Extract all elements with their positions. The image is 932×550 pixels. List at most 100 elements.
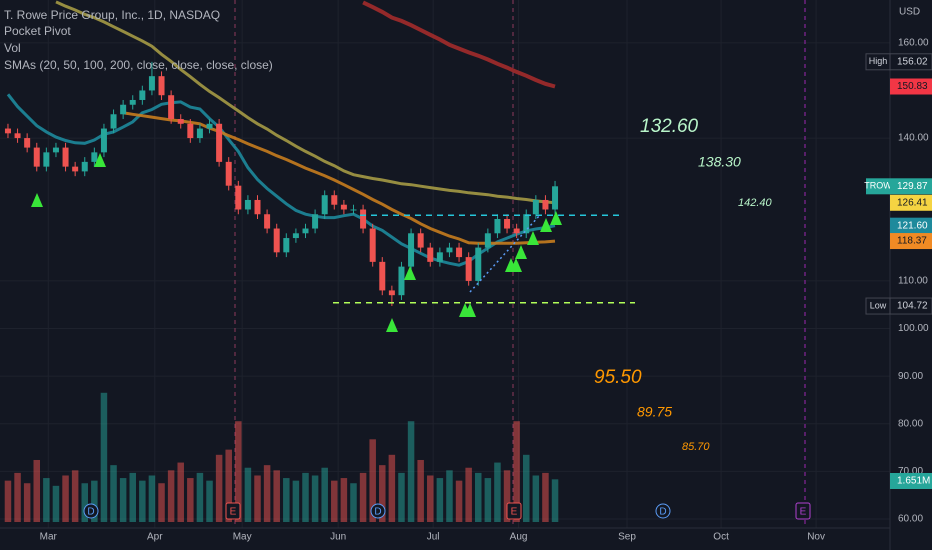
volume-bar <box>215 454 223 522</box>
x-tick-label: Apr <box>147 532 163 543</box>
volume-bar <box>542 472 549 522</box>
badge-bg <box>889 53 932 71</box>
candle-body <box>120 104 127 115</box>
badge-bg <box>890 233 932 250</box>
candle-body <box>273 228 280 253</box>
x-tick-label: Jul <box>427 532 440 543</box>
candle-body <box>360 209 367 229</box>
volume-bar <box>139 480 146 522</box>
candle-body <box>139 90 146 100</box>
price-badge: 150.83 <box>890 78 932 95</box>
volume-bar <box>177 462 184 522</box>
x-tick-label: Aug <box>510 532 528 543</box>
price-target: 85.70 <box>682 441 710 453</box>
y-tick-label: 140.00 <box>898 133 929 144</box>
price-target: 138.30 <box>698 154 741 170</box>
volume-bar <box>302 472 309 522</box>
event-icon: E <box>225 502 241 520</box>
volume-bar <box>503 470 511 522</box>
sma-line <box>6 93 556 267</box>
candle-body <box>379 261 386 291</box>
candle-body <box>292 233 299 239</box>
volume-bar <box>62 475 69 522</box>
candle-layer <box>4 61 559 307</box>
price-badge: TROW 129.87 <box>864 178 932 195</box>
badge-bg <box>890 217 932 234</box>
price-target: 95.50 <box>594 367 642 388</box>
candle-body <box>465 257 472 281</box>
price-target: 142.40 <box>738 197 773 209</box>
volume-bar <box>100 392 108 522</box>
volume-bar <box>196 472 204 522</box>
legend-line: Pocket Pivot <box>4 24 71 38</box>
badge-tag: TROW <box>864 181 892 191</box>
price-badge: High 156.02 <box>865 53 932 71</box>
candle-body <box>14 133 21 139</box>
currency-label: USD <box>899 7 920 18</box>
volume-bar <box>33 459 41 522</box>
axes: 160.00 140.00 110.00 100.00 90.00 80.00 70.00 6… <box>40 37 929 542</box>
price-badges: High 156.02 150.83 TROW 129.87 126.41 121.60 11… <box>864 53 932 489</box>
badge-value: 150.83 <box>897 81 928 92</box>
volume-bar <box>311 475 319 522</box>
candle-body <box>91 152 98 162</box>
x-tick-label: Nov <box>807 532 825 543</box>
event-icon: D <box>655 503 671 519</box>
volume-bar <box>273 470 280 522</box>
event-badge <box>795 502 811 520</box>
candle-body <box>552 186 559 210</box>
badge-tag: High <box>869 56 888 66</box>
candle-body <box>264 214 271 229</box>
candle-body <box>331 195 338 205</box>
volume-bar <box>446 470 453 522</box>
pivot <box>510 258 522 272</box>
candle-body <box>33 147 40 167</box>
event-icon: E <box>506 502 522 520</box>
candle-body <box>254 199 261 215</box>
volume-bar <box>484 478 492 522</box>
volume-bar <box>225 449 232 522</box>
volume-bar <box>398 472 405 522</box>
badge-value: 156.02 <box>897 56 928 67</box>
volume-bar <box>263 465 271 522</box>
badge-value: 121.60 <box>897 220 928 231</box>
y-tick-label: 80.00 <box>898 418 923 429</box>
price-badge: 118.37 <box>890 233 932 250</box>
volume-bar <box>81 483 88 522</box>
price-badge: Low 104.72 <box>865 297 932 315</box>
badge-bg <box>890 78 932 95</box>
event-badge <box>655 503 671 519</box>
volume-bar <box>532 475 540 522</box>
badge-value: 104.72 <box>897 301 928 312</box>
event-label: D <box>659 507 666 518</box>
badge-bg <box>890 194 932 211</box>
x-tick-label: Jun <box>330 532 346 543</box>
event-label: E <box>800 507 807 518</box>
y-tick-label: 70.00 <box>898 466 923 477</box>
candle-body <box>484 233 491 248</box>
sma-line <box>122 111 556 245</box>
volume-bar <box>388 454 396 522</box>
candle-body <box>43 152 50 167</box>
candle-body <box>216 123 223 162</box>
volume-bar <box>71 470 79 522</box>
x-tick-label: Mar <box>40 532 58 543</box>
volume-bar <box>4 480 12 522</box>
price-target: 89.75 <box>637 404 672 420</box>
candle-body <box>340 204 347 210</box>
candle-body <box>302 228 309 234</box>
badge-value: 118.37 <box>897 236 927 247</box>
x-tick-label: May <box>233 532 252 543</box>
event-badge <box>506 502 522 520</box>
event-label: D <box>87 507 94 518</box>
pivot <box>515 245 527 259</box>
volume-bar <box>379 465 386 522</box>
trendline <box>469 214 541 293</box>
volume-bar <box>52 485 60 522</box>
volume-layer <box>4 392 559 522</box>
volume-bar <box>283 478 290 522</box>
pocket-pivots <box>31 153 562 332</box>
volume-bar <box>417 459 424 522</box>
volume-bar <box>321 467 328 522</box>
volume-bar <box>110 465 117 522</box>
